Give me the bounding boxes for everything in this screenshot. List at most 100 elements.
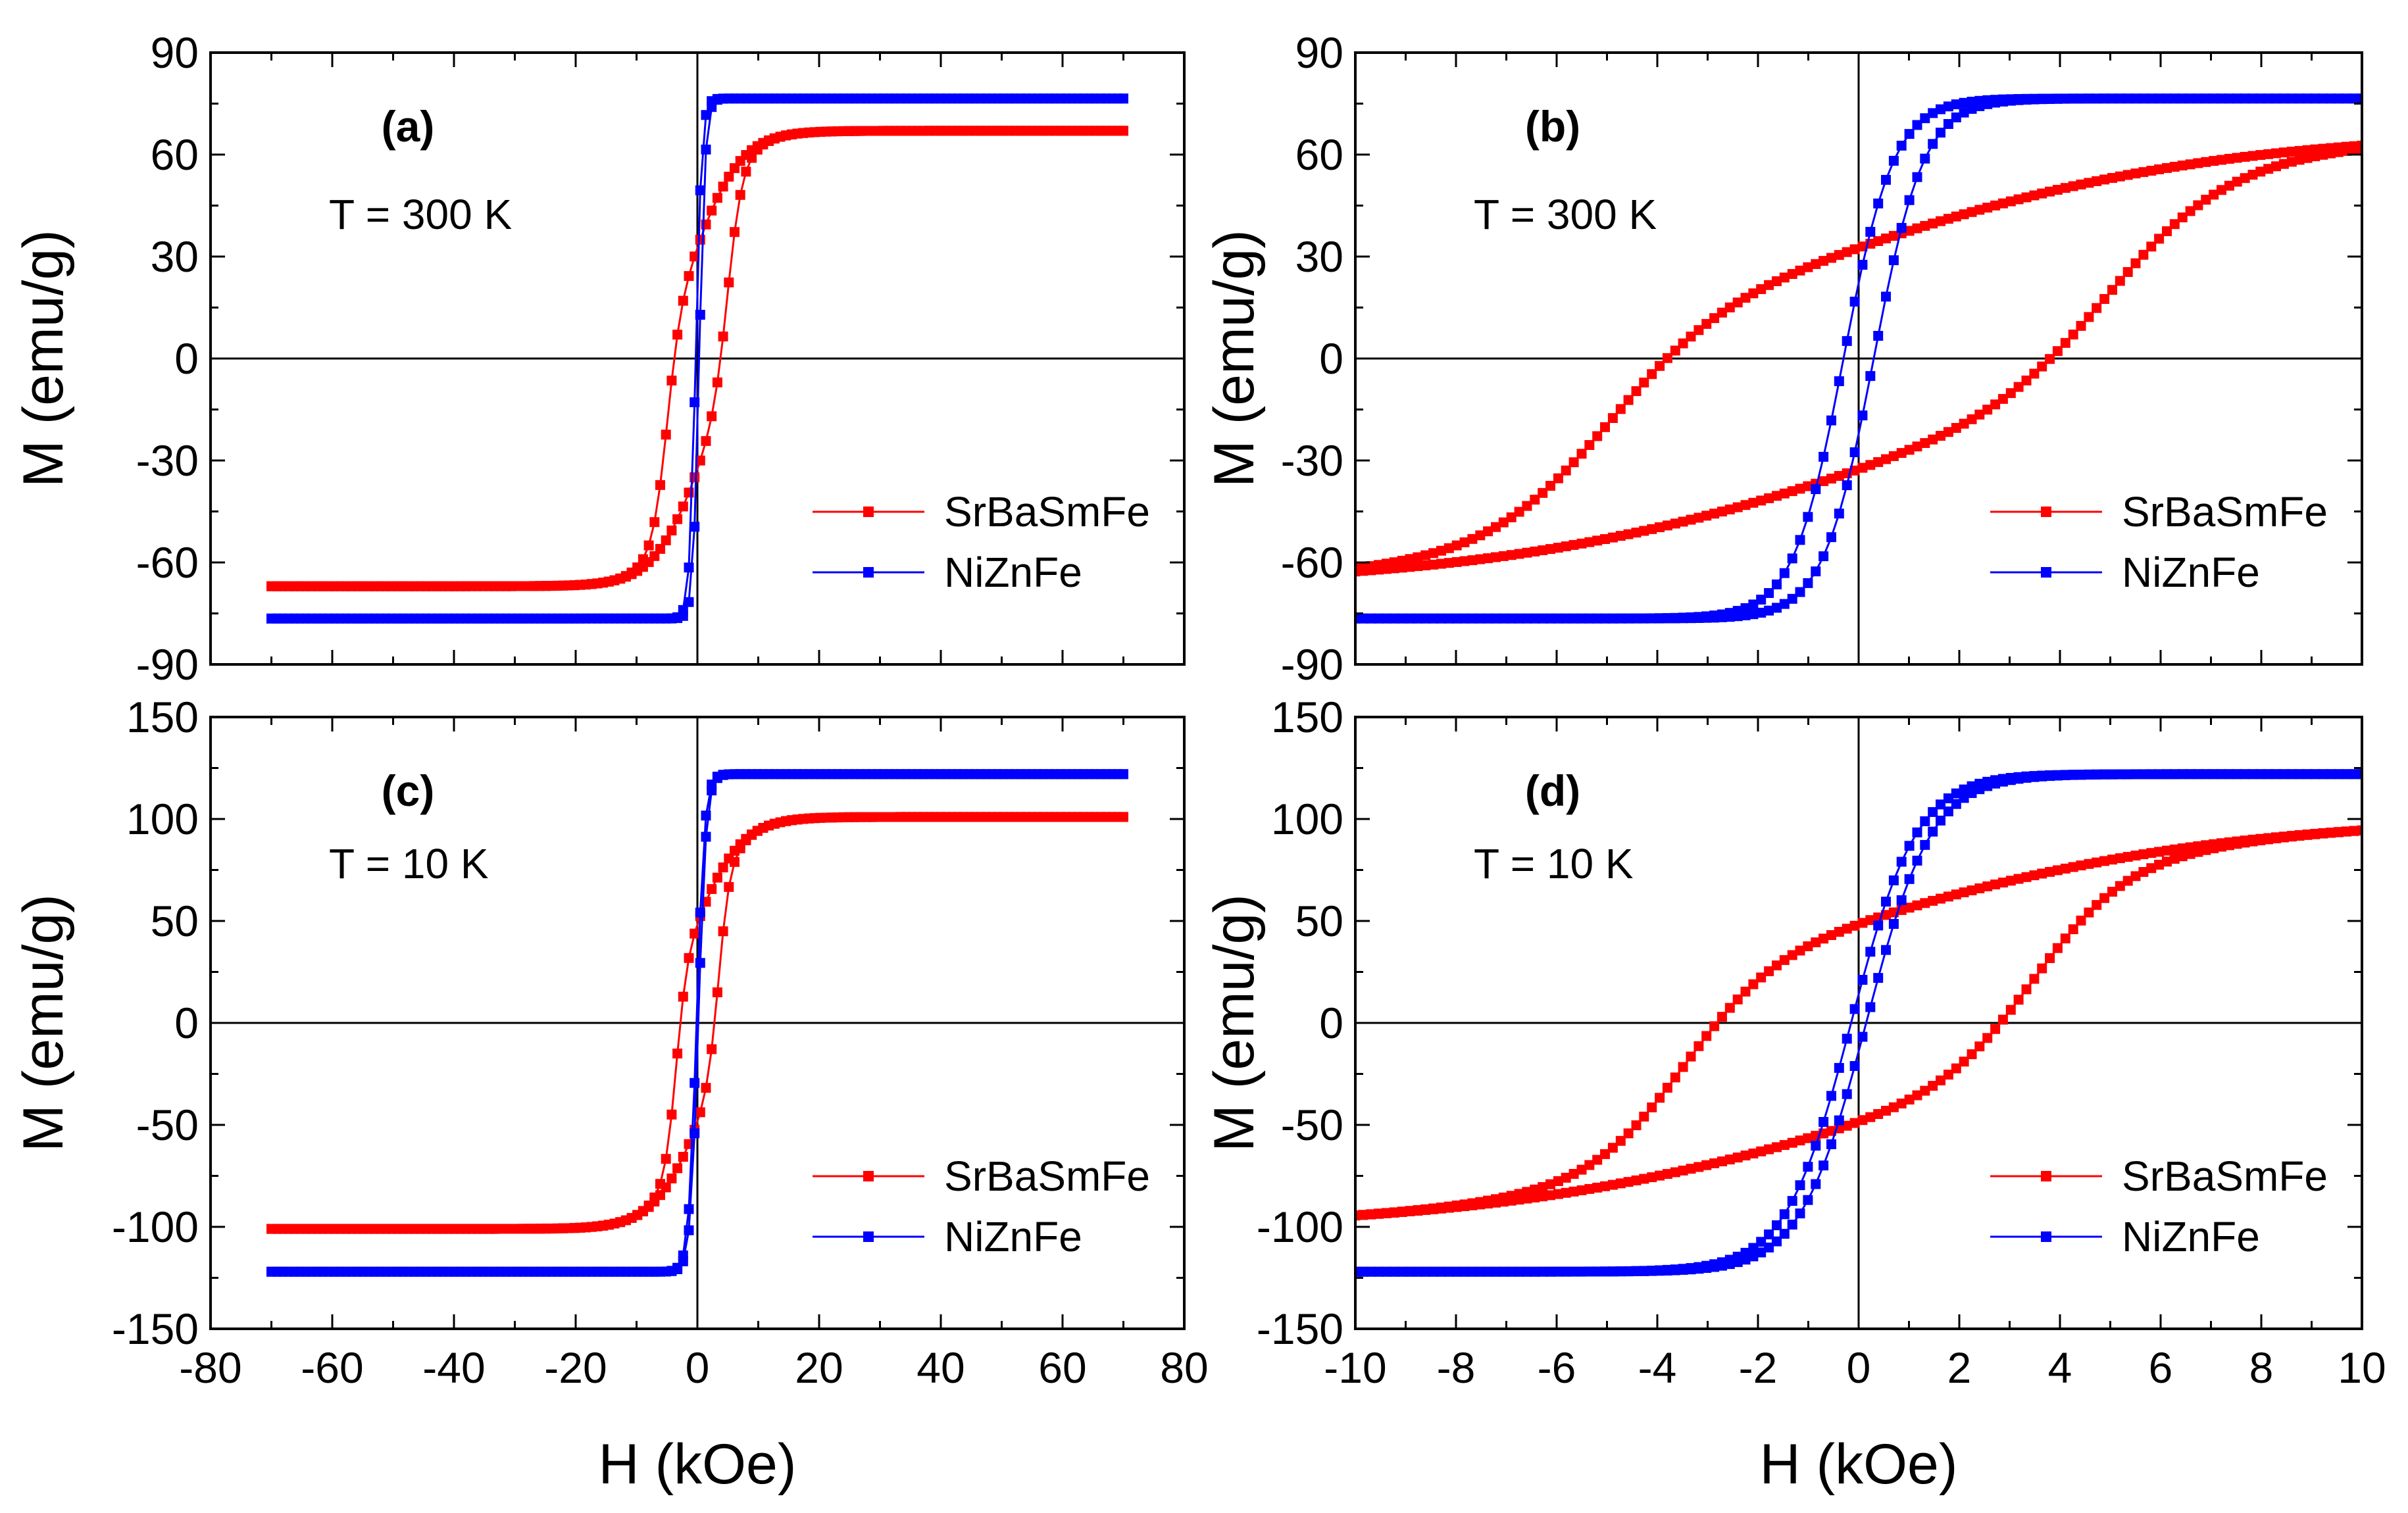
data-point — [1600, 1181, 1610, 1191]
data-point — [1475, 554, 1486, 564]
data-point — [1904, 129, 1915, 139]
data-point — [1655, 1093, 1665, 1103]
data-point — [1904, 195, 1915, 205]
data-point — [2146, 166, 2157, 176]
data-point — [1538, 487, 1548, 498]
data-point — [1826, 532, 1836, 543]
data-point — [1709, 1262, 1720, 1272]
data-point — [672, 514, 683, 524]
data-point — [1483, 613, 1493, 624]
data-point — [684, 597, 694, 607]
data-point — [1904, 874, 1915, 884]
data-point — [1849, 465, 1860, 476]
data-point — [2185, 93, 2195, 104]
data-point — [2318, 828, 2328, 839]
data-point — [1787, 1196, 1797, 1206]
x-tick-label: 8 — [2249, 1343, 2274, 1392]
data-point — [672, 1264, 683, 1274]
data-point — [1740, 986, 1751, 997]
data-point — [2122, 93, 2133, 104]
data-point — [2138, 249, 2149, 260]
data-point — [2029, 94, 2040, 105]
data-point — [2201, 845, 2211, 855]
data-point — [1732, 611, 1743, 622]
data-point — [690, 397, 700, 407]
data-point — [2045, 186, 2055, 197]
data-point — [2146, 93, 2157, 104]
data-point — [2271, 161, 2281, 172]
data-point — [1951, 99, 1961, 110]
data-point — [1475, 530, 1486, 541]
data-point — [1553, 1189, 1563, 1199]
data-point — [1772, 960, 1782, 971]
data-point — [2341, 769, 2351, 780]
legend-label-nizn-b: NiZnFe — [2122, 549, 2260, 596]
data-point — [701, 144, 711, 155]
data-point — [2232, 839, 2242, 849]
data-point — [1615, 613, 1626, 624]
data-point — [1483, 526, 1493, 537]
data-point — [1530, 613, 1540, 624]
data-point — [1655, 360, 1665, 371]
legend-d: SrBaSmFe NiZnFe — [1990, 1153, 2328, 1260]
data-point — [2154, 769, 2165, 780]
data-point — [1912, 441, 1922, 452]
data-point — [1443, 1203, 1454, 1213]
data-point — [2240, 173, 2250, 184]
data-point — [1355, 1210, 1361, 1221]
data-point — [2060, 933, 2070, 944]
data-point — [1756, 595, 1767, 605]
data-point — [2122, 267, 2133, 277]
data-point — [1592, 431, 1603, 441]
data-point — [2169, 844, 2180, 855]
x-tick-label: -10 — [1324, 1343, 1386, 1392]
data-point — [2286, 769, 2297, 780]
data-point — [1459, 537, 1470, 547]
data-point — [1920, 113, 1930, 124]
data-point — [690, 251, 700, 262]
data-point — [678, 501, 688, 512]
data-point — [1631, 1266, 1642, 1276]
data-point — [1413, 1206, 1423, 1216]
data-point — [1436, 558, 1446, 569]
data-point — [1451, 1266, 1462, 1277]
legend-label-srbasmfe-b: SrBaSmFe — [2122, 488, 2328, 535]
data-point — [1355, 566, 1361, 577]
data-point — [1631, 528, 1642, 538]
data-point — [2193, 93, 2203, 104]
data-point — [678, 991, 688, 1002]
data-point — [1459, 556, 1470, 566]
data-point — [2013, 194, 2024, 205]
data-point — [1514, 1266, 1524, 1277]
data-point — [1670, 345, 1680, 356]
data-point — [2193, 847, 2203, 857]
data-point — [2224, 153, 2234, 164]
data-point — [2076, 93, 2086, 104]
data-point — [1615, 1266, 1626, 1277]
y-tick-label: -90 — [1281, 640, 1343, 689]
data-point — [2107, 93, 2117, 104]
data-point — [1974, 784, 1985, 795]
data-point — [655, 480, 665, 490]
data-point — [1686, 613, 1696, 624]
data-point — [1834, 1062, 1844, 1073]
data-point — [1865, 1112, 1876, 1122]
data-point — [1686, 514, 1696, 525]
data-point — [1795, 587, 1805, 597]
data-point — [1647, 1172, 1657, 1183]
data-point — [1397, 613, 1407, 624]
data-point — [1849, 1004, 1860, 1014]
data-point — [1405, 562, 1415, 572]
data-point — [1374, 564, 1384, 575]
data-point — [2263, 834, 2274, 845]
data-point — [2162, 162, 2172, 173]
data-point — [2138, 867, 2149, 877]
data-point — [2209, 843, 2219, 854]
x-tick-label: 60 — [1038, 1343, 1086, 1392]
data-point — [735, 189, 745, 200]
data-point — [1920, 898, 1930, 908]
data-point — [1756, 1146, 1767, 1156]
data-point — [1405, 613, 1415, 624]
legend-label-nizn-c: NiZnFe — [944, 1213, 1082, 1260]
data-point — [2193, 200, 2203, 211]
